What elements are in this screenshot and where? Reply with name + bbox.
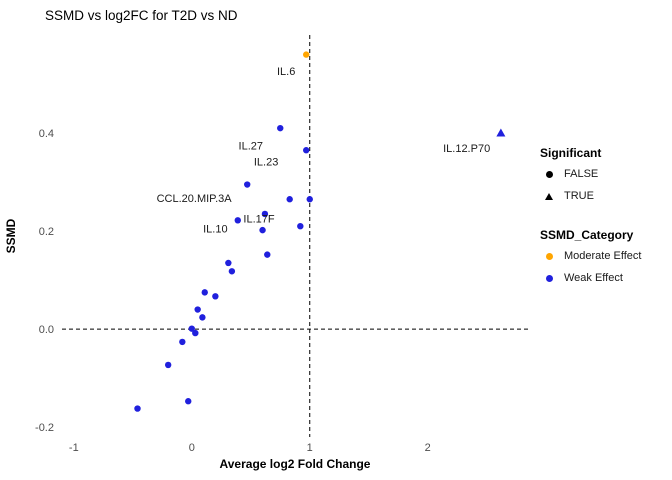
plot-panel: -1 0 1 2 -0.2 0.0 0.2 0.4 IL.6 IL.27 IL.23 CCL.20.M… [35, 35, 528, 454]
point-label: CCL.20.MIP.3A [157, 193, 233, 205]
data-point [297, 222, 304, 230]
legend-item-weak-effect: Weak Effect [542, 272, 668, 284]
point-label: IL.6 [277, 66, 295, 78]
x-tick-label: 0 [189, 442, 195, 454]
legend-item-label: FALSE [564, 168, 599, 180]
data-point [244, 181, 251, 188]
y-tick-label: 0.4 [39, 128, 54, 140]
legend-item-label: Moderate Effect [564, 250, 642, 262]
data-point-triangle [496, 128, 506, 137]
legend-item-label: Weak Effect [564, 272, 623, 284]
data-point [277, 124, 284, 132]
chart-title: SSMD vs log2FC for T2D vs ND [45, 8, 238, 23]
data-point [134, 405, 141, 412]
legend-category-title: SSMD_Category [540, 228, 634, 242]
data-point [286, 196, 293, 203]
x-tick-label: 2 [425, 442, 431, 454]
point-label: IL.10 [203, 224, 227, 236]
x-axis-title: Average log2 Fold Change [220, 457, 371, 471]
data-point [259, 226, 266, 234]
data-point [179, 338, 186, 346]
data-point [188, 325, 195, 332]
data-point [228, 268, 236, 275]
data-point [194, 306, 201, 313]
data-point [303, 51, 310, 58]
circle-shape-icon [542, 170, 556, 178]
point-label: IL.17F [243, 213, 274, 225]
legend-significant-title: Significant [540, 146, 602, 160]
point-label: IL.23 [254, 156, 278, 168]
data-point [306, 196, 313, 203]
y-tick-label: -0.2 [35, 422, 54, 434]
data-point [212, 293, 219, 300]
data-point [164, 361, 172, 369]
data-point [234, 217, 241, 224]
triangle-shape-icon [542, 192, 556, 200]
data-point [225, 259, 232, 267]
legend-item-label: TRUE [564, 190, 594, 202]
data-point [192, 329, 199, 337]
x-tick-label: -1 [69, 442, 79, 454]
point-label: IL.27 [239, 140, 263, 152]
legend-ssmd-category: SSMD_Category Moderate Effect Weak Effec… [540, 228, 668, 284]
legend-item-false: FALSE [542, 168, 668, 180]
data-point [303, 147, 310, 154]
data-point [264, 251, 271, 258]
legend-item-moderate-effect: Moderate Effect [542, 250, 668, 262]
y-tick-label: 0.2 [39, 226, 54, 238]
moderate-effect-dot-icon [542, 252, 556, 260]
data-point [201, 289, 208, 296]
weak-effect-dot-icon [542, 274, 556, 282]
legend: Significant FALSE TRUE SSMD_Category Mod… [540, 146, 668, 310]
y-tick-label: 0.0 [39, 324, 54, 336]
x-tick-label: 1 [307, 442, 313, 454]
legend-item-true: TRUE [542, 190, 668, 202]
legend-significant: Significant FALSE TRUE [540, 146, 668, 202]
y-axis-title: SSMD [4, 218, 18, 253]
data-point [199, 314, 206, 321]
data-point [261, 210, 269, 218]
point-label: IL.12.P70 [443, 143, 490, 155]
data-point [185, 398, 192, 405]
